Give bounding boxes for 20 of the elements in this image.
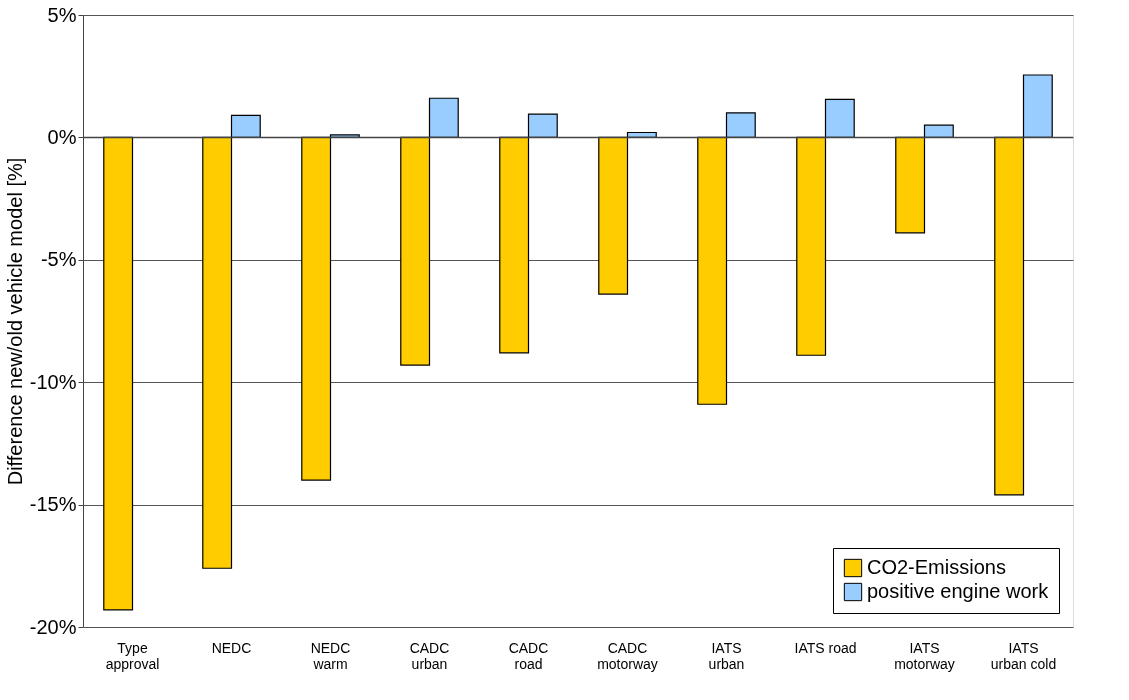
- y-tick-label: 0%: [47, 125, 77, 148]
- bar: [103, 136, 134, 611]
- y-tick-label: 5%: [47, 3, 77, 26]
- x-tick-label: Type approval: [105, 639, 160, 672]
- y-axis-title: Difference new/old vehicle model [%]: [3, 157, 26, 486]
- y-tick-label: -5%: [40, 248, 77, 271]
- x-tick-label: IATS road: [794, 639, 857, 656]
- x-tick-label: NEDC warm: [310, 639, 351, 672]
- x-tick-label: IATS motorway: [894, 639, 955, 672]
- y-tick-label: -10%: [29, 370, 77, 393]
- x-tick-label: CADC urban: [409, 639, 450, 672]
- x-tick-label: IATS urban cold: [990, 639, 1057, 672]
- x-tick-label: CADC road: [508, 639, 549, 672]
- x-tick-label: NEDC: [211, 639, 252, 656]
- x-tick-label: IATS urban: [708, 639, 745, 672]
- y-tick-label: -15%: [29, 493, 77, 516]
- x-tick-label: CADC motorway: [597, 639, 658, 672]
- legend-label: CO2-Emissions: [867, 556, 1006, 578]
- legend-label: positive engine work: [867, 580, 1050, 602]
- y-tick-label: -20%: [29, 615, 77, 638]
